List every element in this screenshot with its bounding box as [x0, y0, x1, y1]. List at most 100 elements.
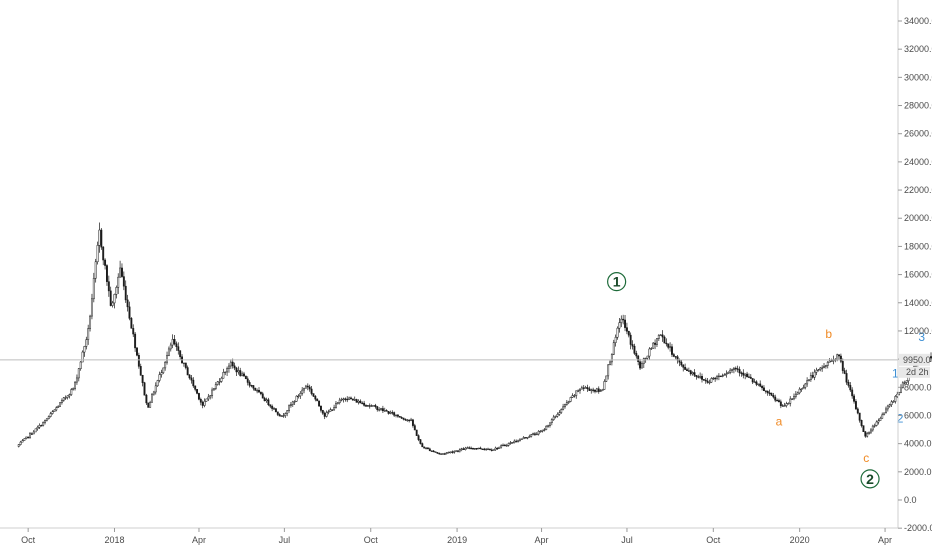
candle-body [849, 385, 852, 391]
candle-body [753, 381, 756, 383]
price-tick-label: 14000.0 [904, 298, 932, 308]
candle-body [549, 422, 551, 427]
candle-body [515, 440, 518, 443]
candle-body [755, 381, 758, 385]
candle-body [85, 339, 88, 347]
candle-body [267, 399, 270, 405]
price-axis[interactable]: -2000.00.02000.04000.06000.08000.010000.… [897, 0, 932, 533]
candle-body [806, 380, 809, 385]
candle-body [214, 384, 217, 389]
candle-body [571, 395, 574, 398]
candle-body [744, 373, 747, 376]
candle-body [280, 415, 283, 417]
price-tick-label: 22000.0 [904, 185, 932, 195]
candle-body [254, 387, 257, 391]
candle-body [622, 318, 625, 321]
candle-body [747, 376, 750, 378]
candle-body [590, 389, 593, 391]
candle-body [143, 382, 146, 396]
time-axis[interactable]: Oct2018AprJulOct2019AprJulOct2020AprJulO… [0, 527, 932, 545]
candle-body [209, 395, 212, 398]
candle-body [158, 374, 161, 381]
candle-body [492, 449, 495, 451]
candle-body [136, 347, 138, 356]
candle-body [273, 408, 275, 410]
candle-body [813, 371, 816, 378]
candle-body [746, 373, 749, 378]
candle-body [36, 427, 39, 430]
candle-body [152, 391, 155, 395]
candle-body [823, 365, 825, 369]
candle-body [554, 415, 557, 418]
candle-body [419, 439, 422, 444]
candle-body [458, 449, 461, 452]
candle-body [60, 400, 63, 403]
candle-body [500, 445, 503, 448]
candle-body [672, 354, 675, 357]
candle-body [635, 353, 638, 357]
candle-body [526, 437, 529, 439]
candle-body [879, 418, 882, 421]
candle-body [845, 373, 848, 383]
candle-body [77, 368, 80, 379]
candle-body [188, 374, 191, 379]
candle-body [778, 400, 780, 403]
candle-body [263, 397, 266, 402]
candle-body [104, 259, 107, 266]
candle-body [276, 411, 279, 415]
candle-body [693, 372, 696, 376]
candle-body [490, 449, 493, 451]
candle-body [434, 451, 437, 453]
candle-body [383, 410, 386, 412]
candle-body [824, 365, 827, 367]
candle-body [609, 361, 611, 366]
candle-body [723, 374, 726, 376]
candle-body [494, 447, 497, 451]
candle-body [451, 451, 454, 453]
candle-body [547, 425, 550, 427]
candle-body [335, 403, 337, 408]
candle-body [804, 383, 807, 388]
candle-body [62, 397, 65, 401]
candle-body [487, 448, 489, 451]
candle-body [175, 343, 178, 347]
candle-body [376, 406, 379, 410]
candle-body [584, 387, 587, 389]
candle-body [391, 412, 394, 414]
candle-body [888, 404, 891, 407]
candle-body [648, 348, 651, 357]
candle-body [314, 395, 317, 400]
candle-body [295, 395, 298, 402]
circle-label-2: 2 [866, 471, 874, 487]
candle-body [869, 429, 872, 433]
candle-body [184, 362, 187, 368]
countdown-label: 2d 2h [906, 367, 929, 377]
candle-body [597, 388, 600, 392]
candle-body [308, 386, 311, 390]
candle-body [808, 379, 810, 382]
candle-body [241, 373, 244, 376]
time-tick-label: 2019 [447, 535, 467, 545]
candle-body [119, 267, 122, 278]
candle-body [721, 375, 724, 377]
candle-body [616, 327, 619, 338]
candle-body [222, 372, 225, 379]
candle-body [355, 399, 358, 403]
candle-body [875, 421, 878, 426]
candle-body [301, 389, 304, 394]
candle-body [537, 431, 540, 435]
candle-body [633, 345, 636, 354]
candle-body [610, 354, 613, 363]
candle-body [359, 400, 362, 404]
candle-body [699, 376, 702, 378]
candle-body [684, 367, 687, 370]
candle-body [873, 425, 876, 427]
price-candles [17, 222, 932, 455]
candle-body [671, 346, 673, 355]
candle-body [361, 402, 364, 405]
candle-body [826, 362, 829, 366]
candle-body [350, 397, 352, 400]
candle-body [237, 370, 240, 373]
